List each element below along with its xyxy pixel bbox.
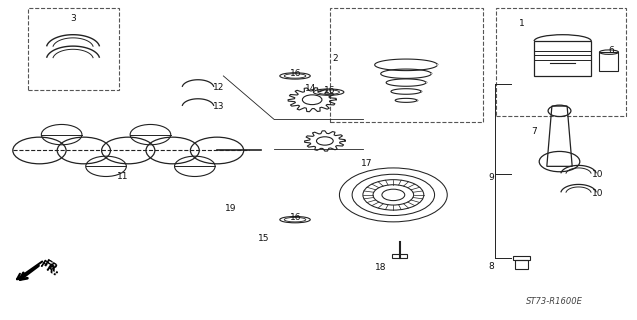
Text: 16: 16 — [324, 86, 336, 95]
Text: 10: 10 — [592, 189, 603, 198]
Text: 9: 9 — [488, 173, 494, 182]
Text: 1: 1 — [519, 19, 524, 28]
Text: 13: 13 — [213, 102, 224, 111]
Text: 11: 11 — [117, 172, 129, 181]
Text: 16: 16 — [290, 69, 301, 78]
Text: ST73-R1600E: ST73-R1600E — [526, 297, 583, 306]
Text: 19: 19 — [225, 204, 237, 213]
Bar — [513, 256, 530, 260]
Text: 12: 12 — [213, 83, 224, 92]
Text: 17: 17 — [361, 159, 373, 168]
Text: 18: 18 — [375, 263, 387, 272]
Text: 10: 10 — [592, 171, 603, 180]
Bar — [392, 253, 407, 258]
Text: 3: 3 — [70, 14, 76, 23]
Text: 6: 6 — [608, 46, 614, 55]
Text: 7: 7 — [531, 127, 537, 136]
Bar — [515, 260, 528, 269]
Text: 14: 14 — [305, 84, 317, 93]
Text: FR.: FR. — [38, 259, 60, 278]
Text: 8: 8 — [488, 262, 494, 271]
Text: 16: 16 — [290, 213, 301, 222]
Text: 15: 15 — [258, 234, 269, 243]
Text: FR.: FR. — [41, 258, 61, 276]
Text: 2: 2 — [333, 54, 338, 63]
